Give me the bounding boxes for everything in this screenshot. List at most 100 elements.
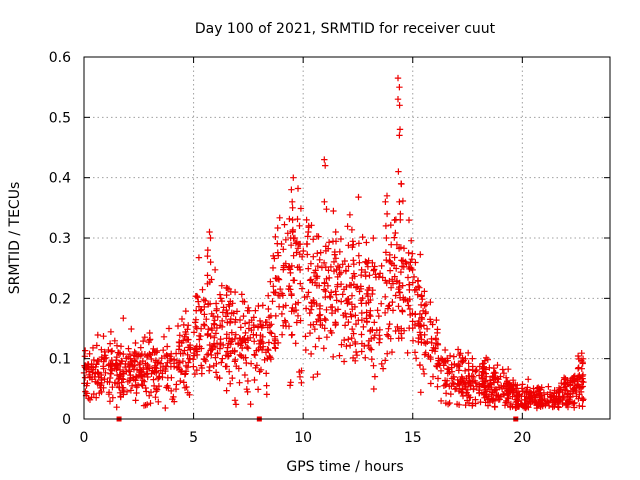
data-point — [322, 162, 329, 169]
data-point — [421, 288, 428, 295]
data-point — [310, 236, 317, 243]
data-point — [443, 377, 451, 384]
data-point — [201, 311, 208, 318]
data-point — [521, 393, 528, 400]
data-point — [408, 237, 415, 244]
data-point — [451, 360, 458, 368]
data-point — [454, 346, 462, 353]
data-point — [328, 289, 335, 296]
data-point — [242, 354, 249, 361]
data-point — [126, 377, 133, 384]
data-point — [289, 304, 296, 312]
data-point — [305, 289, 312, 296]
data-point — [206, 341, 213, 349]
data-point — [147, 400, 154, 407]
data-point — [159, 374, 166, 381]
data-point — [389, 280, 397, 287]
data-point — [493, 392, 501, 399]
data-point — [298, 253, 306, 260]
data-point — [486, 377, 494, 384]
data-point — [324, 282, 332, 289]
data-point — [383, 331, 391, 338]
data-point — [481, 364, 488, 372]
data-point — [352, 284, 360, 291]
data-point — [503, 397, 510, 405]
data-point — [453, 400, 461, 408]
data-point — [383, 256, 390, 264]
data-point — [367, 313, 374, 320]
data-point — [181, 333, 188, 340]
data-point — [233, 308, 241, 315]
data-point — [500, 391, 508, 398]
data-point — [420, 322, 428, 329]
data-point — [397, 216, 404, 224]
data-point — [448, 383, 455, 390]
data-point — [363, 318, 371, 325]
data-point — [223, 291, 230, 299]
data-point — [218, 323, 226, 331]
data-point — [576, 391, 583, 398]
data-point — [441, 346, 449, 354]
data-point — [247, 334, 254, 341]
data-point — [371, 319, 378, 326]
data-point — [176, 332, 183, 339]
data-point — [468, 372, 475, 380]
data-point — [483, 373, 490, 380]
data-point — [196, 343, 203, 350]
data-point — [344, 296, 351, 303]
data-point — [310, 269, 318, 276]
data-point — [358, 316, 366, 324]
data-point — [207, 258, 214, 266]
data-point — [275, 276, 283, 283]
data-point — [375, 312, 382, 320]
data-point — [352, 340, 359, 348]
data-point — [248, 317, 255, 324]
data-point — [294, 185, 302, 192]
data-point — [231, 397, 239, 404]
data-point — [504, 394, 511, 402]
data-point — [467, 382, 474, 389]
data-point — [101, 355, 108, 362]
data-point — [184, 389, 191, 396]
data-point — [355, 252, 362, 259]
data-point — [96, 390, 103, 397]
data-point — [497, 373, 504, 380]
data-point — [378, 300, 385, 307]
data-point — [366, 311, 373, 319]
data-point — [122, 360, 129, 368]
data-point — [525, 404, 532, 411]
data-point — [98, 374, 105, 381]
data-point — [140, 337, 147, 345]
data-point — [576, 402, 583, 409]
data-point — [277, 285, 284, 293]
data-point — [355, 193, 362, 201]
data-point — [341, 257, 348, 265]
data-point — [417, 389, 424, 396]
data-point — [248, 326, 255, 334]
data-point — [414, 277, 422, 284]
data-point — [213, 307, 220, 314]
data-point — [296, 222, 303, 229]
data-point — [405, 249, 412, 257]
data-point — [168, 374, 175, 381]
data-point — [397, 210, 404, 218]
data-point — [160, 333, 168, 340]
data-point — [509, 393, 516, 400]
data-point — [213, 324, 221, 332]
axis-ticks — [83, 56, 610, 420]
data-point — [404, 349, 411, 357]
data-point — [398, 334, 405, 342]
data-point — [289, 228, 296, 236]
data-point — [184, 351, 191, 358]
data-point — [305, 222, 312, 230]
data-point — [261, 356, 268, 364]
data-point — [396, 126, 404, 133]
data-point — [288, 186, 295, 193]
data-point — [294, 312, 302, 319]
data-point — [326, 293, 333, 300]
data-point — [409, 337, 417, 344]
data-point — [90, 356, 98, 364]
data-point — [412, 259, 419, 266]
data-point — [437, 397, 445, 405]
data-point — [195, 298, 202, 305]
